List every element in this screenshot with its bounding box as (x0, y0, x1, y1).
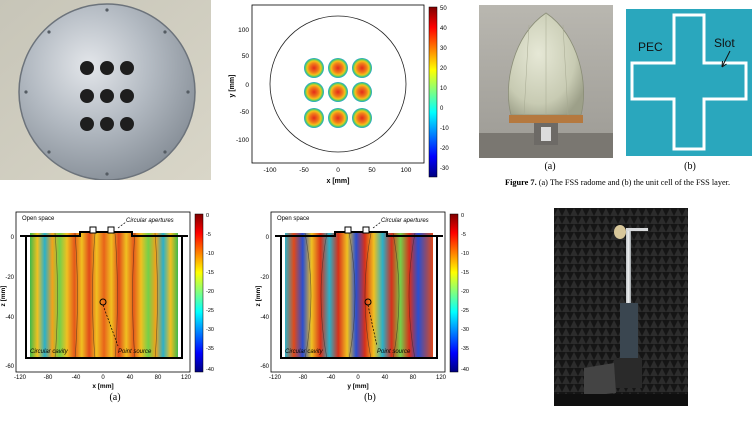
cavity-label: Circular cavity (285, 349, 324, 355)
colorbar-tick: 10 (440, 86, 447, 92)
y-tick: -40 (5, 315, 14, 321)
x-tick: -40 (72, 375, 81, 381)
colorbar-tick: -35 (206, 346, 214, 352)
colorbar-tick: -20 (461, 289, 469, 295)
x-tick: 40 (127, 375, 134, 381)
x-tick: -120 (14, 375, 27, 381)
colorbar-tick: -5 (206, 232, 211, 238)
y-tick: -40 (260, 315, 269, 321)
y-tick: 0 (11, 235, 15, 241)
colorbar-tick: -30 (440, 166, 449, 172)
y-tick: 0 (245, 82, 249, 89)
y-axis-label: z [mm] (255, 286, 262, 307)
figure-number: Figure 7. (505, 178, 537, 187)
x-tick: 80 (155, 375, 162, 381)
colorbar-tick: -25 (461, 308, 469, 314)
colorbar-tick: 30 (440, 46, 447, 52)
metal-plate-photo (0, 0, 211, 180)
colorbar-tick: 20 (440, 66, 447, 72)
colorbar-tick: 0 (206, 213, 209, 219)
open-space-label: Open space (22, 216, 55, 222)
x-tick: 0 (356, 375, 360, 381)
x-tick: 100 (401, 167, 412, 174)
colorbar-tick: 0 (440, 106, 444, 112)
x-tick: 80 (410, 375, 417, 381)
fss-radome-photo (479, 5, 613, 158)
y-axis-label: z [mm] (0, 286, 7, 307)
colorbar-tick: 50 (440, 6, 447, 12)
open-space-label: Open space (277, 216, 310, 222)
colorbar-tick: -25 (206, 308, 214, 314)
cavity-label: Circular cavity (30, 349, 69, 355)
source-label: Point source (377, 349, 411, 355)
colorbar-tick: -10 (461, 251, 469, 257)
x-tick: 120 (181, 375, 192, 381)
cross-slot-shape (630, 13, 748, 151)
apertures-label: Circular apertures (381, 218, 429, 224)
fss-unit-cell: PEC Slot (626, 9, 752, 156)
figure-caption: Figure 7. (a) The FSS radome and (b) the… (505, 178, 753, 187)
field-a-caption: (a) (109, 392, 121, 403)
colorbar-tick: -20 (206, 289, 214, 295)
colorbar-tick: -15 (461, 270, 469, 276)
x-axis-label: y [mm] (347, 383, 368, 390)
slot-label: Slot (714, 36, 735, 50)
colorbar-tick: -30 (461, 327, 469, 333)
colorbar-tick: -35 (461, 346, 469, 352)
x-tick: 0 (336, 167, 340, 174)
y-tick: -20 (260, 275, 269, 281)
y-tick: -60 (260, 364, 269, 370)
x-tick: 50 (368, 167, 376, 174)
pec-label: PEC (638, 40, 663, 54)
colorbar-tick: -10 (440, 126, 449, 132)
x-tick: 120 (436, 375, 447, 381)
x-tick: -120 (269, 375, 282, 381)
slot-arrow-icon (721, 50, 731, 68)
cavity-outline (275, 231, 443, 359)
colorbar-tick: 40 (440, 26, 447, 32)
colorbar-tick: -40 (206, 367, 214, 373)
colorbar (449, 213, 459, 373)
y-axis-label: y [mm] (229, 75, 236, 98)
x-axis-label: x [mm] (92, 383, 113, 390)
aperture-field-plot: 100 50 0 -50 -100 -100 -50 0 50 100 x [m… (222, 0, 472, 190)
y-tick: 0 (266, 235, 270, 241)
x-axis-label: x [mm] (327, 178, 350, 185)
field-b-caption: (b) (364, 392, 376, 403)
y-tick: -50 (240, 109, 250, 116)
radome-caption: (a) (544, 161, 556, 172)
plot-frame (15, 211, 191, 373)
colorbar (428, 6, 438, 178)
anechoic-chamber-photo (554, 208, 688, 406)
y-tick: 50 (242, 53, 250, 60)
cavity-field-plot-b: Open space Circular apertures Circular c… (255, 206, 480, 396)
y-tick: 100 (238, 27, 249, 34)
colorbar (194, 213, 204, 373)
x-tick: 0 (101, 375, 105, 381)
colorbar-tick: -15 (206, 270, 214, 276)
source-label: Point source (118, 349, 152, 355)
colorbar-tick: -40 (461, 367, 469, 373)
y-tick: -100 (236, 137, 249, 144)
x-tick: 40 (382, 375, 389, 381)
x-tick: -80 (299, 375, 308, 381)
colorbar-tick: -30 (206, 327, 214, 333)
cavity-outline (20, 231, 188, 359)
colorbar-tick: -20 (440, 146, 449, 152)
figure-caption-text: (a) The FSS radome and (b) the unit cell… (536, 178, 731, 187)
x-tick: -40 (327, 375, 336, 381)
y-tick: -60 (5, 364, 14, 370)
plot-frame (270, 211, 446, 373)
apertures-label: Circular apertures (126, 218, 174, 224)
x-tick: -50 (299, 167, 309, 174)
x-tick: -100 (263, 167, 276, 174)
unit-cell-caption: (b) (684, 161, 696, 172)
x-tick: -80 (44, 375, 53, 381)
colorbar-tick: 0 (461, 213, 464, 219)
cavity-field-plot-a: Open space Circular apertures Circular c… (0, 206, 225, 396)
y-tick: -20 (5, 275, 14, 281)
colorbar-tick: -10 (206, 251, 214, 257)
colorbar-tick: -5 (461, 232, 466, 238)
